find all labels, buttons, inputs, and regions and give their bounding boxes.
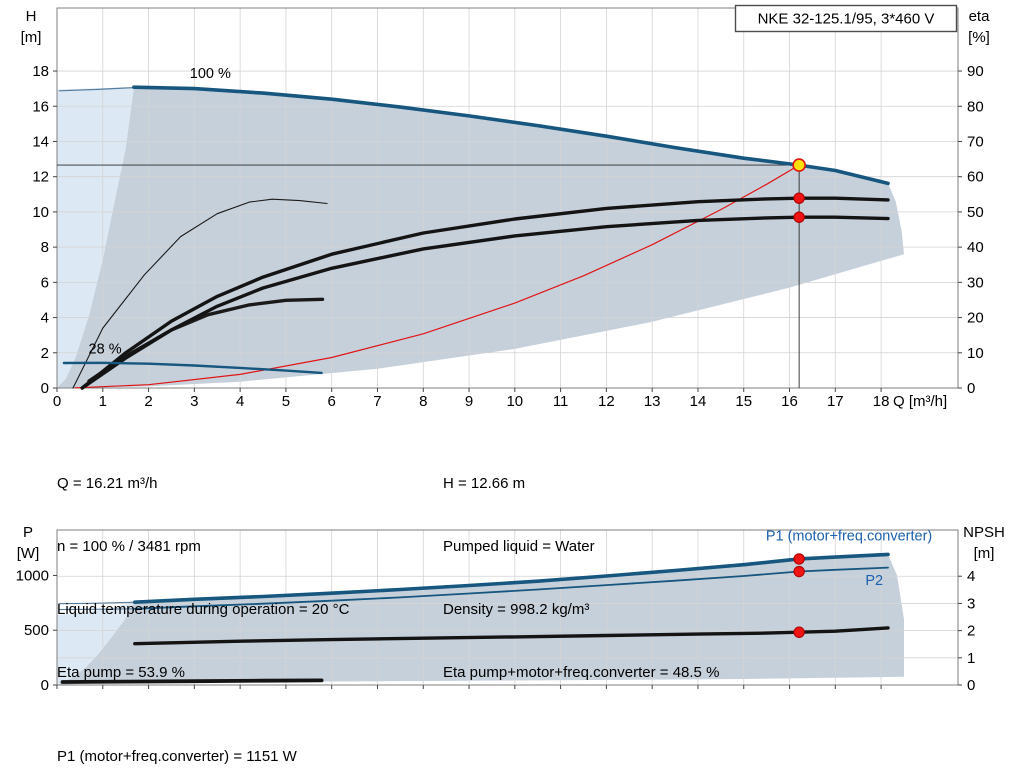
tick-label-right: 30 [967,274,984,291]
tick-label-left: 1000 [16,567,49,584]
eta-axis-unit: [%] [968,29,990,46]
tick-label-right: 4 [967,568,975,585]
duty-point [792,158,806,172]
p-axis-unit: [W] [17,545,40,562]
info-line-eta-pump: Eta pump = 53.9 % [57,664,185,681]
info-line-eta-total: Eta pump+motor+freq.converter = 48.5 % [443,664,720,681]
info-line-liquid: Pumped liquid = Water [443,538,595,555]
q-axis-title: Q [m³/h] [893,393,947,410]
p1-min-flow [58,601,136,605]
annotation-28-: 28 % [89,342,122,358]
info-line-h: H = 12.66 m [443,475,526,492]
duty-info-right: H = 12.66 m Pumped liquid = Water Densit… [443,431,719,725]
eta-curve-thin [72,198,328,389]
tick-label-right: 70 [967,133,984,150]
tick-label-x: 14 [690,393,707,410]
tick-label-right: 20 [967,310,984,327]
tick-label-right: 60 [967,169,984,186]
power-npsh-chart: 0 500 1000 0 1 2 3 4 P1 (motor+freq.converter) P2 [16,528,976,694]
tick-label-x: 11 [553,393,569,410]
plot-frame [56,7,959,389]
operating-envelope [57,554,904,685]
tick-label-x: 1 [99,393,107,410]
tick-label-left: 12 [32,169,49,186]
npsh-axis-title: NPSH [963,524,1005,541]
pump-curve-28pct [62,361,323,375]
duty-info-left: Q = 16.21 m³/h n = 100 % / 3481 rpm Liqu… [57,431,349,725]
pump-type-box-border [734,4,958,33]
eta-axis-title: eta [969,8,991,25]
npsh-point [793,626,805,638]
tick-label-x: 2 [144,393,152,410]
tick-label-left: 2 [41,345,49,362]
tick-label-x: 18 [873,393,890,410]
npsh-axis-unit: [m] [974,545,995,562]
power-info: P1 (motor+freq.converter) = 1151 W P2 = … [57,704,297,781]
tick-label-right: 2 [967,623,975,640]
tick-label-right: 50 [967,204,984,221]
operating-envelope [57,87,904,388]
tick-label-right: 0 [967,677,975,694]
tick-label-x: 8 [419,393,427,410]
annotation-p2: P2 [865,573,883,589]
tick-label-x: 5 [282,393,290,410]
tick-label-x: 9 [465,393,473,410]
tick-label-left: 8 [41,239,49,256]
tick-label-right: 1 [967,650,975,667]
min-flow-region [57,602,135,685]
eta-pump-point [793,192,805,204]
info-line-p1: P1 (motor+freq.converter) = 1151 W [57,748,297,765]
tick-label-right: 40 [967,239,984,256]
annotation-100-: 100 % [190,66,231,82]
tick-label-left: 4 [41,310,49,327]
tick-label-right: 90 [967,63,984,80]
annotation-p1-motor-freq-converter-: P1 (motor+freq.converter) [766,528,932,544]
tick-label-x: 6 [328,393,336,410]
tick-label-right: 3 [967,595,975,612]
tick-label-x: 7 [373,393,381,410]
tick-label-x: 3 [190,393,198,410]
tick-label-left: 500 [24,622,49,639]
tick-label-left: 6 [41,274,49,291]
info-line-density: Density = 998.2 kg/m³ [443,601,590,618]
h-axis-unit: [m] [21,29,42,46]
plot-frame [56,529,959,686]
tick-label-right: 0 [967,380,975,397]
tick-label-left: 10 [32,204,49,221]
p2-min-flow [58,608,136,611]
tick-label-x: 13 [644,393,661,410]
tick-label-x: 15 [735,393,752,410]
tick-label-x: 12 [598,393,615,410]
min-flow-region [57,87,134,388]
pump-type-box: NKE 32-125.1/95, 3*460 V [734,4,958,33]
tick-label-x: 4 [236,393,244,410]
npsh-curve [133,626,890,646]
tick-label-right: 80 [967,98,984,115]
h-axis-title: H [26,8,37,25]
tick-label-left: 14 [32,133,49,150]
eta-total-point [793,211,805,223]
tick-label-left: 0 [41,677,49,694]
info-line-temperature: Liquid temperature during operation = 20… [57,601,350,618]
tick-label-x: 17 [827,393,844,410]
pump-type-label: NKE 32-125.1/95, 3*460 V [758,11,935,28]
tick-label-left: 18 [32,63,49,80]
tick-label-right: 10 [967,345,984,362]
tick-label-left: 16 [32,98,49,115]
tick-label-x: 10 [506,393,523,410]
p2-point [793,565,805,578]
power-low-speed [60,678,324,684]
info-line-n: n = 100 % / 3481 rpm [57,538,201,555]
p-axis-title: P [23,524,33,541]
tick-label-x: 0 [53,393,61,410]
p1-point [793,553,805,565]
info-line-q: Q = 16.21 m³/h [57,475,158,492]
tick-label-x: 16 [781,393,798,410]
pump-curve-min-flow [58,86,135,92]
tick-label-left: 0 [41,380,49,397]
